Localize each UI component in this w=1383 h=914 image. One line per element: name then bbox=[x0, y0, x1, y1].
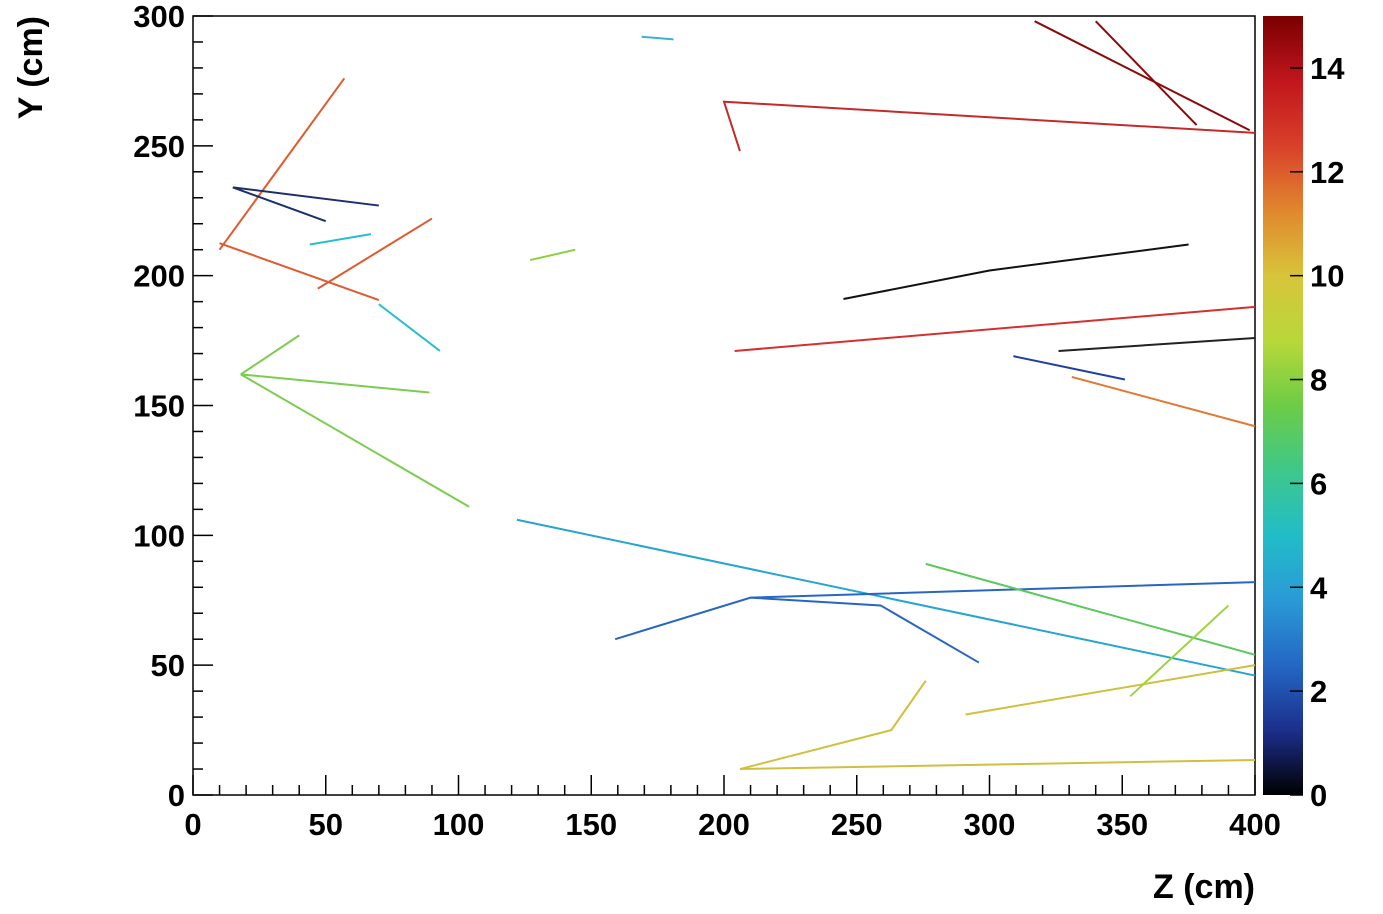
plot-frame bbox=[193, 16, 1255, 795]
track bbox=[220, 243, 379, 300]
track bbox=[615, 582, 1255, 639]
y-tick-label: 300 bbox=[133, 0, 185, 34]
track bbox=[241, 335, 299, 374]
x-tick-label: 50 bbox=[309, 807, 343, 842]
track bbox=[1013, 356, 1125, 379]
track bbox=[1096, 21, 1197, 125]
y-tick-label: 0 bbox=[168, 778, 185, 813]
x-tick-label: 0 bbox=[184, 807, 201, 842]
x-tick-label: 200 bbox=[698, 807, 750, 842]
x-axis-title: Z (cm) bbox=[1153, 868, 1255, 906]
track bbox=[966, 665, 1255, 714]
track bbox=[318, 219, 432, 289]
x-tick-label: 400 bbox=[1229, 807, 1281, 842]
x-tick-label: 250 bbox=[831, 807, 883, 842]
x-tick-label: 350 bbox=[1096, 807, 1148, 842]
colorbar-tick-label: 4 bbox=[1310, 570, 1328, 605]
colorbar-tick-label: 0 bbox=[1310, 778, 1327, 813]
y-axis-title: Y (cm) bbox=[12, 16, 50, 119]
track bbox=[241, 374, 469, 506]
y-tick-label: 150 bbox=[133, 389, 185, 424]
track bbox=[843, 245, 1188, 300]
track bbox=[1130, 605, 1228, 696]
track bbox=[740, 760, 1255, 769]
track bbox=[379, 304, 440, 351]
track bbox=[1072, 377, 1255, 426]
colorbar-tick-label: 14 bbox=[1310, 51, 1345, 86]
track bbox=[220, 78, 345, 249]
colorbar-tick-label: 2 bbox=[1310, 674, 1327, 709]
track bbox=[530, 250, 575, 260]
colorbar-tick-label: 10 bbox=[1310, 259, 1344, 294]
colorbar-tick-label: 12 bbox=[1310, 155, 1344, 190]
track bbox=[724, 102, 1255, 151]
y-tick-label: 200 bbox=[133, 259, 185, 294]
colorbar-tick-label: 8 bbox=[1310, 363, 1327, 398]
track bbox=[735, 307, 1255, 351]
colorbar-tick-label: 6 bbox=[1310, 466, 1327, 501]
colorbar bbox=[1263, 16, 1303, 795]
track bbox=[751, 598, 979, 663]
y-tick-label: 100 bbox=[133, 518, 185, 553]
x-tick-label: 150 bbox=[565, 807, 617, 842]
track bbox=[642, 37, 674, 40]
track bbox=[310, 234, 371, 244]
x-tick-label: 100 bbox=[433, 807, 485, 842]
y-tick-label: 50 bbox=[151, 648, 185, 683]
track bbox=[740, 681, 926, 769]
chart: Z (cm) Y (cm) 05010015020025030035040005… bbox=[0, 0, 1383, 909]
track bbox=[517, 520, 1255, 676]
x-tick-label: 300 bbox=[964, 807, 1016, 842]
track bbox=[1059, 338, 1255, 351]
track bbox=[1035, 21, 1250, 130]
y-tick-label: 250 bbox=[133, 129, 185, 164]
